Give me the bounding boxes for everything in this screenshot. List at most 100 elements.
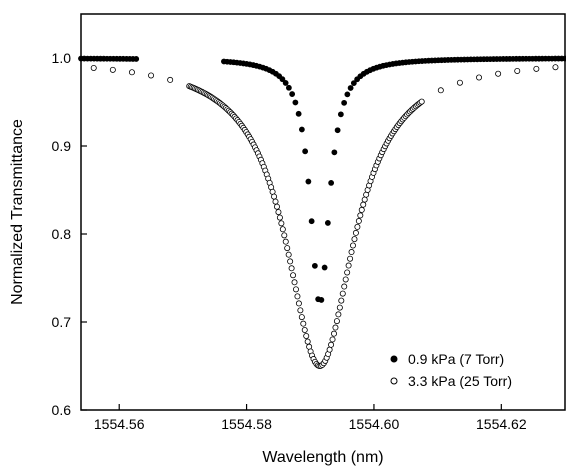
data-point [361,196,368,203]
data-point [282,80,289,86]
data-point [348,249,355,256]
data-point [324,220,331,226]
data-point [328,341,335,348]
data-point [562,55,566,62]
legend-marker-filled [390,355,398,363]
data-point [300,320,307,327]
data-point [351,236,358,243]
data-point [344,269,351,276]
data-point [128,69,135,76]
data-point [301,326,308,333]
data-point [288,265,295,272]
data-point [328,180,335,186]
data-point [347,255,354,262]
data-point [292,99,299,106]
data-point [305,178,312,185]
legend-marker-open [390,377,398,385]
x-tick-label: 1554.58 [221,416,272,432]
data-point [339,290,346,297]
x-tick-label: 1554.56 [94,416,145,432]
data-point [335,311,342,318]
series-3-3-kpa [90,64,559,369]
data-point [291,279,298,286]
data-point [344,91,351,98]
data-point [514,67,521,74]
y-tick-label: 0.7 [52,314,72,330]
x-axis-ticks: 1554.56 1554.58 1554.60 1554.62 [94,404,527,432]
x-tick-label: 1554.60 [349,416,400,432]
data-point [495,70,502,77]
data-point [289,91,296,97]
data-point [278,220,285,227]
data-point [285,84,292,91]
data-point [276,214,283,221]
data-point [304,338,311,345]
data-point [318,297,325,303]
data-point [334,127,341,134]
data-point [533,65,540,72]
data-point [355,218,362,225]
legend: 0.9 kPa (7 Torr) 3.3 kPa (25 Torr) [390,351,512,389]
data-point [342,276,349,283]
data-point [303,333,310,340]
data-point [281,232,288,239]
legend-label-0-9-kpa: 0.9 kPa (7 Torr) [408,351,504,367]
data-point [275,209,282,216]
data-point [437,87,444,94]
data-point [282,238,289,245]
data-point [285,251,292,258]
data-point [552,64,559,71]
data-point [354,223,361,230]
data-point [298,314,305,321]
y-tick-label: 0.6 [52,402,72,418]
plot-frame [80,13,566,411]
y-axis-ticks: 0.6 0.7 0.8 0.9 1.0 [52,50,87,418]
data-point [279,76,286,83]
data-point [297,307,304,314]
data-point [148,72,155,79]
data-point [308,218,315,225]
legend-label-3-3-kpa: 3.3 kPa (25 Torr) [408,373,512,389]
data-point [271,193,278,200]
data-point [272,198,279,205]
data-point [352,229,359,236]
data-point [273,203,280,210]
x-axis-label: Wavelength (nm) [262,449,383,466]
data-point [456,79,463,86]
data-point [295,110,302,117]
data-point [287,258,294,265]
data-point [345,262,352,269]
data-point [321,264,328,271]
data-point [330,330,337,337]
data-point [338,297,345,304]
data-point [298,126,305,133]
y-tick-label: 0.8 [52,226,72,242]
data-point [341,283,348,290]
y-tick-label: 0.9 [52,138,72,154]
data-point [284,245,291,252]
data-point [133,56,140,62]
data-point [294,293,301,300]
data-point [418,98,425,105]
series-0-9-kpa [78,55,566,303]
data-point [90,64,97,71]
data-point [337,111,344,118]
data-point [331,149,338,156]
data-point [358,206,365,213]
data-point [349,242,356,249]
y-tick-label: 1.0 [52,50,72,66]
data-point [350,80,357,86]
data-point [167,76,174,83]
data-point [311,262,318,269]
data-point [341,99,348,106]
data-point [476,74,483,81]
data-point [302,148,309,155]
data-point [332,324,339,331]
data-point [279,226,286,233]
data-point [109,66,116,73]
data-point [333,318,340,325]
data-point [360,201,367,208]
data-point [336,304,343,311]
x-tick-label: 1554.62 [476,416,527,432]
